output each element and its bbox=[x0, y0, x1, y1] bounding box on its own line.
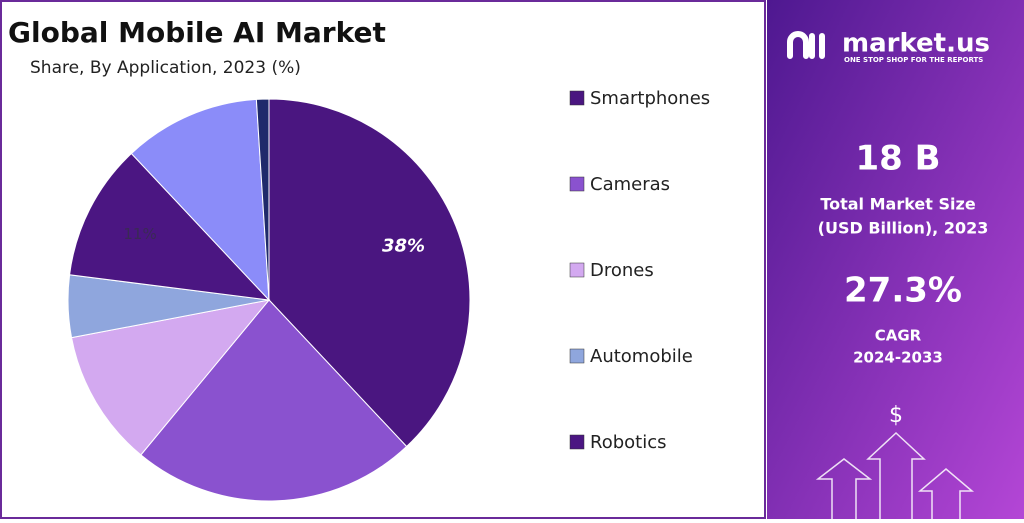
legend-swatch bbox=[569, 434, 585, 450]
legend: Smartphones Cameras Drones Automobile Roboti… bbox=[569, 88, 710, 453]
legend-label: Automobile bbox=[590, 346, 693, 367]
brand: market.us bbox=[842, 29, 990, 59]
market-size-label: (USD Billion), 2023 bbox=[818, 219, 989, 238]
legend-swatch bbox=[569, 262, 585, 278]
legend-swatch bbox=[569, 176, 585, 192]
chart-subtitle: Share, By Application, 2023 (%) bbox=[30, 58, 301, 78]
side-panel bbox=[767, 0, 1024, 519]
pie-slice bbox=[140, 299, 408, 502]
legend-swatch bbox=[569, 348, 585, 364]
data-label: 38% bbox=[382, 236, 425, 257]
brand-logo bbox=[787, 31, 825, 59]
chart-title: Global Mobile AI Market bbox=[8, 16, 386, 49]
cagr-label: CAGR bbox=[875, 327, 922, 345]
sidebar: market.us ONE STOP SHOP FOR THE REPORTS … bbox=[787, 29, 990, 519]
legend-label: Robotics bbox=[590, 432, 666, 453]
legend-label: Cameras bbox=[590, 174, 670, 195]
arrows-decoration bbox=[815, 431, 975, 519]
legend-swatch bbox=[569, 90, 585, 106]
pie-slice bbox=[69, 152, 271, 301]
pie-slice bbox=[255, 98, 270, 301]
legend-label: Drones bbox=[590, 260, 654, 281]
market-size-label: Total Market Size bbox=[820, 195, 975, 214]
data-label: 11% bbox=[123, 225, 156, 243]
dollar-icon: $ bbox=[889, 403, 903, 428]
pie: 38% 11% bbox=[67, 98, 471, 502]
market-size: 18 B bbox=[855, 139, 940, 179]
legend-label: Smartphones bbox=[590, 88, 710, 109]
tagline: ONE STOP SHOP FOR THE REPORTS bbox=[844, 56, 983, 64]
cagr: 27.3% bbox=[844, 271, 962, 311]
pie-slice bbox=[70, 299, 271, 456]
pie-slice bbox=[130, 98, 270, 302]
cagr-label: 2024-2033 bbox=[853, 349, 943, 367]
pie-slice bbox=[268, 98, 471, 448]
